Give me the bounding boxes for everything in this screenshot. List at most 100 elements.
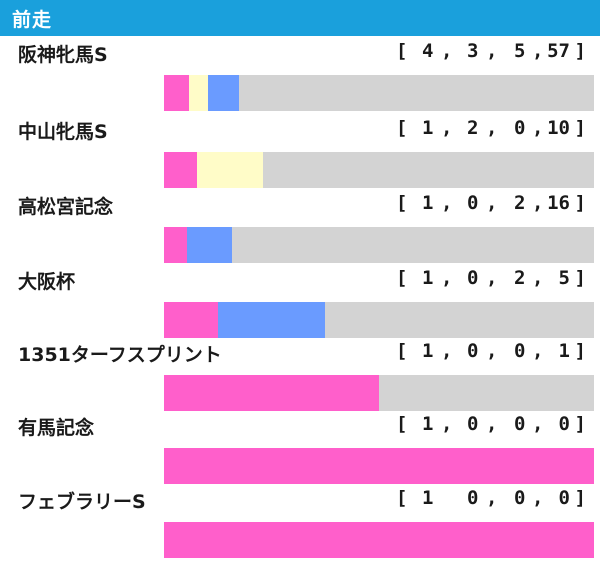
record-value: 0 [558, 487, 570, 509]
record-value: 5 [514, 40, 526, 62]
record-punctuation: [ [396, 40, 408, 62]
record-punctuation: , [441, 340, 453, 362]
record-value: 1 [422, 117, 434, 139]
race-record: [4, 3, 5, 57] [396, 38, 586, 64]
record-punctuation: , [532, 192, 544, 214]
record-value: 0 [467, 192, 479, 214]
record-value: 1 [422, 413, 434, 435]
record-punctuation: , [486, 117, 498, 139]
record-value: 1 [422, 192, 434, 214]
record-punctuation: , [486, 40, 498, 62]
win-segment [164, 522, 594, 558]
record-punctuation: ] [574, 267, 586, 289]
race-name: 阪神牝馬S [18, 44, 108, 66]
race-record: [1, 0, 0, 0] [396, 411, 586, 437]
record-punctuation: ] [574, 192, 586, 214]
record-bar [164, 448, 594, 484]
record-punctuation: [ [396, 117, 408, 139]
win-segment [164, 302, 218, 338]
race-name: フェブラリーS [18, 491, 146, 513]
record-value: 1 [422, 267, 434, 289]
record-bar [164, 522, 594, 558]
race-name: 有馬記念 [18, 417, 95, 439]
record-value: 0 [514, 413, 526, 435]
record-value: 0 [514, 487, 526, 509]
win-segment [164, 152, 198, 188]
race-row: 阪神牝馬S[4, 3, 5, 57] [0, 38, 600, 114]
record-punctuation: [ [396, 340, 408, 362]
record-value: 57 [547, 40, 570, 62]
race-name: 1351ターフスプリント [18, 344, 222, 366]
record-punctuation: , [441, 413, 453, 435]
section-header: 前走 [0, 0, 600, 36]
record-punctuation: , [441, 40, 453, 62]
record-punctuation: ] [574, 340, 586, 362]
record-value: 5 [558, 267, 570, 289]
record-value: 2 [514, 267, 526, 289]
record-punctuation: , [532, 117, 544, 139]
record-punctuation: ] [574, 487, 586, 509]
race-name: 中山牝馬S [18, 121, 108, 143]
record-punctuation: , [532, 40, 544, 62]
win-segment [164, 75, 189, 111]
record-punctuation: , [532, 267, 544, 289]
record-punctuation: ] [574, 40, 586, 62]
race-record: [1, 2, 0, 10] [396, 115, 586, 141]
record-punctuation: [ [396, 267, 408, 289]
record-punctuation: , [486, 340, 498, 362]
race-record: [1, 0, 0, 1] [396, 338, 586, 364]
record-bar [164, 375, 594, 411]
record-bar [164, 302, 594, 338]
section-title: 前走 [12, 9, 53, 31]
record-punctuation: , [486, 413, 498, 435]
record-bar [164, 152, 594, 188]
record-value: 0 [514, 117, 526, 139]
record-value: 0 [558, 413, 570, 435]
record-punctuation: , [532, 340, 544, 362]
second-segment [188, 75, 208, 111]
record-punctuation: ] [574, 117, 586, 139]
record-value: 0 [514, 340, 526, 362]
record-value: 1 [422, 340, 434, 362]
race-row: フェブラリーS [1 0, 0, 0] [0, 485, 600, 561]
record-value: 2 [467, 117, 479, 139]
record-punctuation: [ [396, 487, 408, 509]
race-row: 中山牝馬S[1, 2, 0, 10] [0, 115, 600, 191]
record-punctuation: , [441, 192, 453, 214]
record-punctuation: [ [396, 413, 408, 435]
second-segment [197, 152, 264, 188]
race-row: 大阪杯 [1, 0, 2, 5] [0, 265, 600, 341]
race-record: [1 0, 0, 0] [396, 485, 586, 511]
record-value: 16 [547, 192, 570, 214]
race-row: 高松宮記念[1, 0, 2, 16] [0, 190, 600, 266]
record-value: 0 [467, 340, 479, 362]
race-record: [1, 0, 2, 16] [396, 190, 586, 216]
record-bar [164, 75, 594, 111]
record-value: 3 [467, 40, 479, 62]
third-segment [207, 75, 239, 111]
record-bar [164, 227, 594, 263]
record-value: 0 [467, 267, 479, 289]
record-punctuation: ] [574, 413, 586, 435]
win-segment [164, 227, 187, 263]
race-row: 1351ターフスプリント [1, 0, 0, 1] [0, 338, 600, 414]
record-punctuation: , [486, 487, 498, 509]
record-value: 10 [547, 117, 570, 139]
race-name: 大阪杯 [18, 271, 76, 293]
record-punctuation: , [532, 487, 544, 509]
third-segment [217, 302, 326, 338]
record-value: 4 [422, 40, 434, 62]
record-punctuation: , [532, 413, 544, 435]
record-punctuation: [ [396, 192, 408, 214]
record-value: 1 [558, 340, 570, 362]
race-row: 有馬記念 [1, 0, 0, 0] [0, 411, 600, 487]
record-value: 2 [514, 192, 526, 214]
win-segment [164, 448, 594, 484]
record-punctuation: , [486, 192, 498, 214]
record-punctuation: , [441, 267, 453, 289]
win-segment [164, 375, 379, 411]
race-record: [1, 0, 2, 5] [396, 265, 586, 291]
record-punctuation: , [441, 117, 453, 139]
record-punctuation: , [486, 267, 498, 289]
race-name: 高松宮記念 [18, 196, 114, 218]
